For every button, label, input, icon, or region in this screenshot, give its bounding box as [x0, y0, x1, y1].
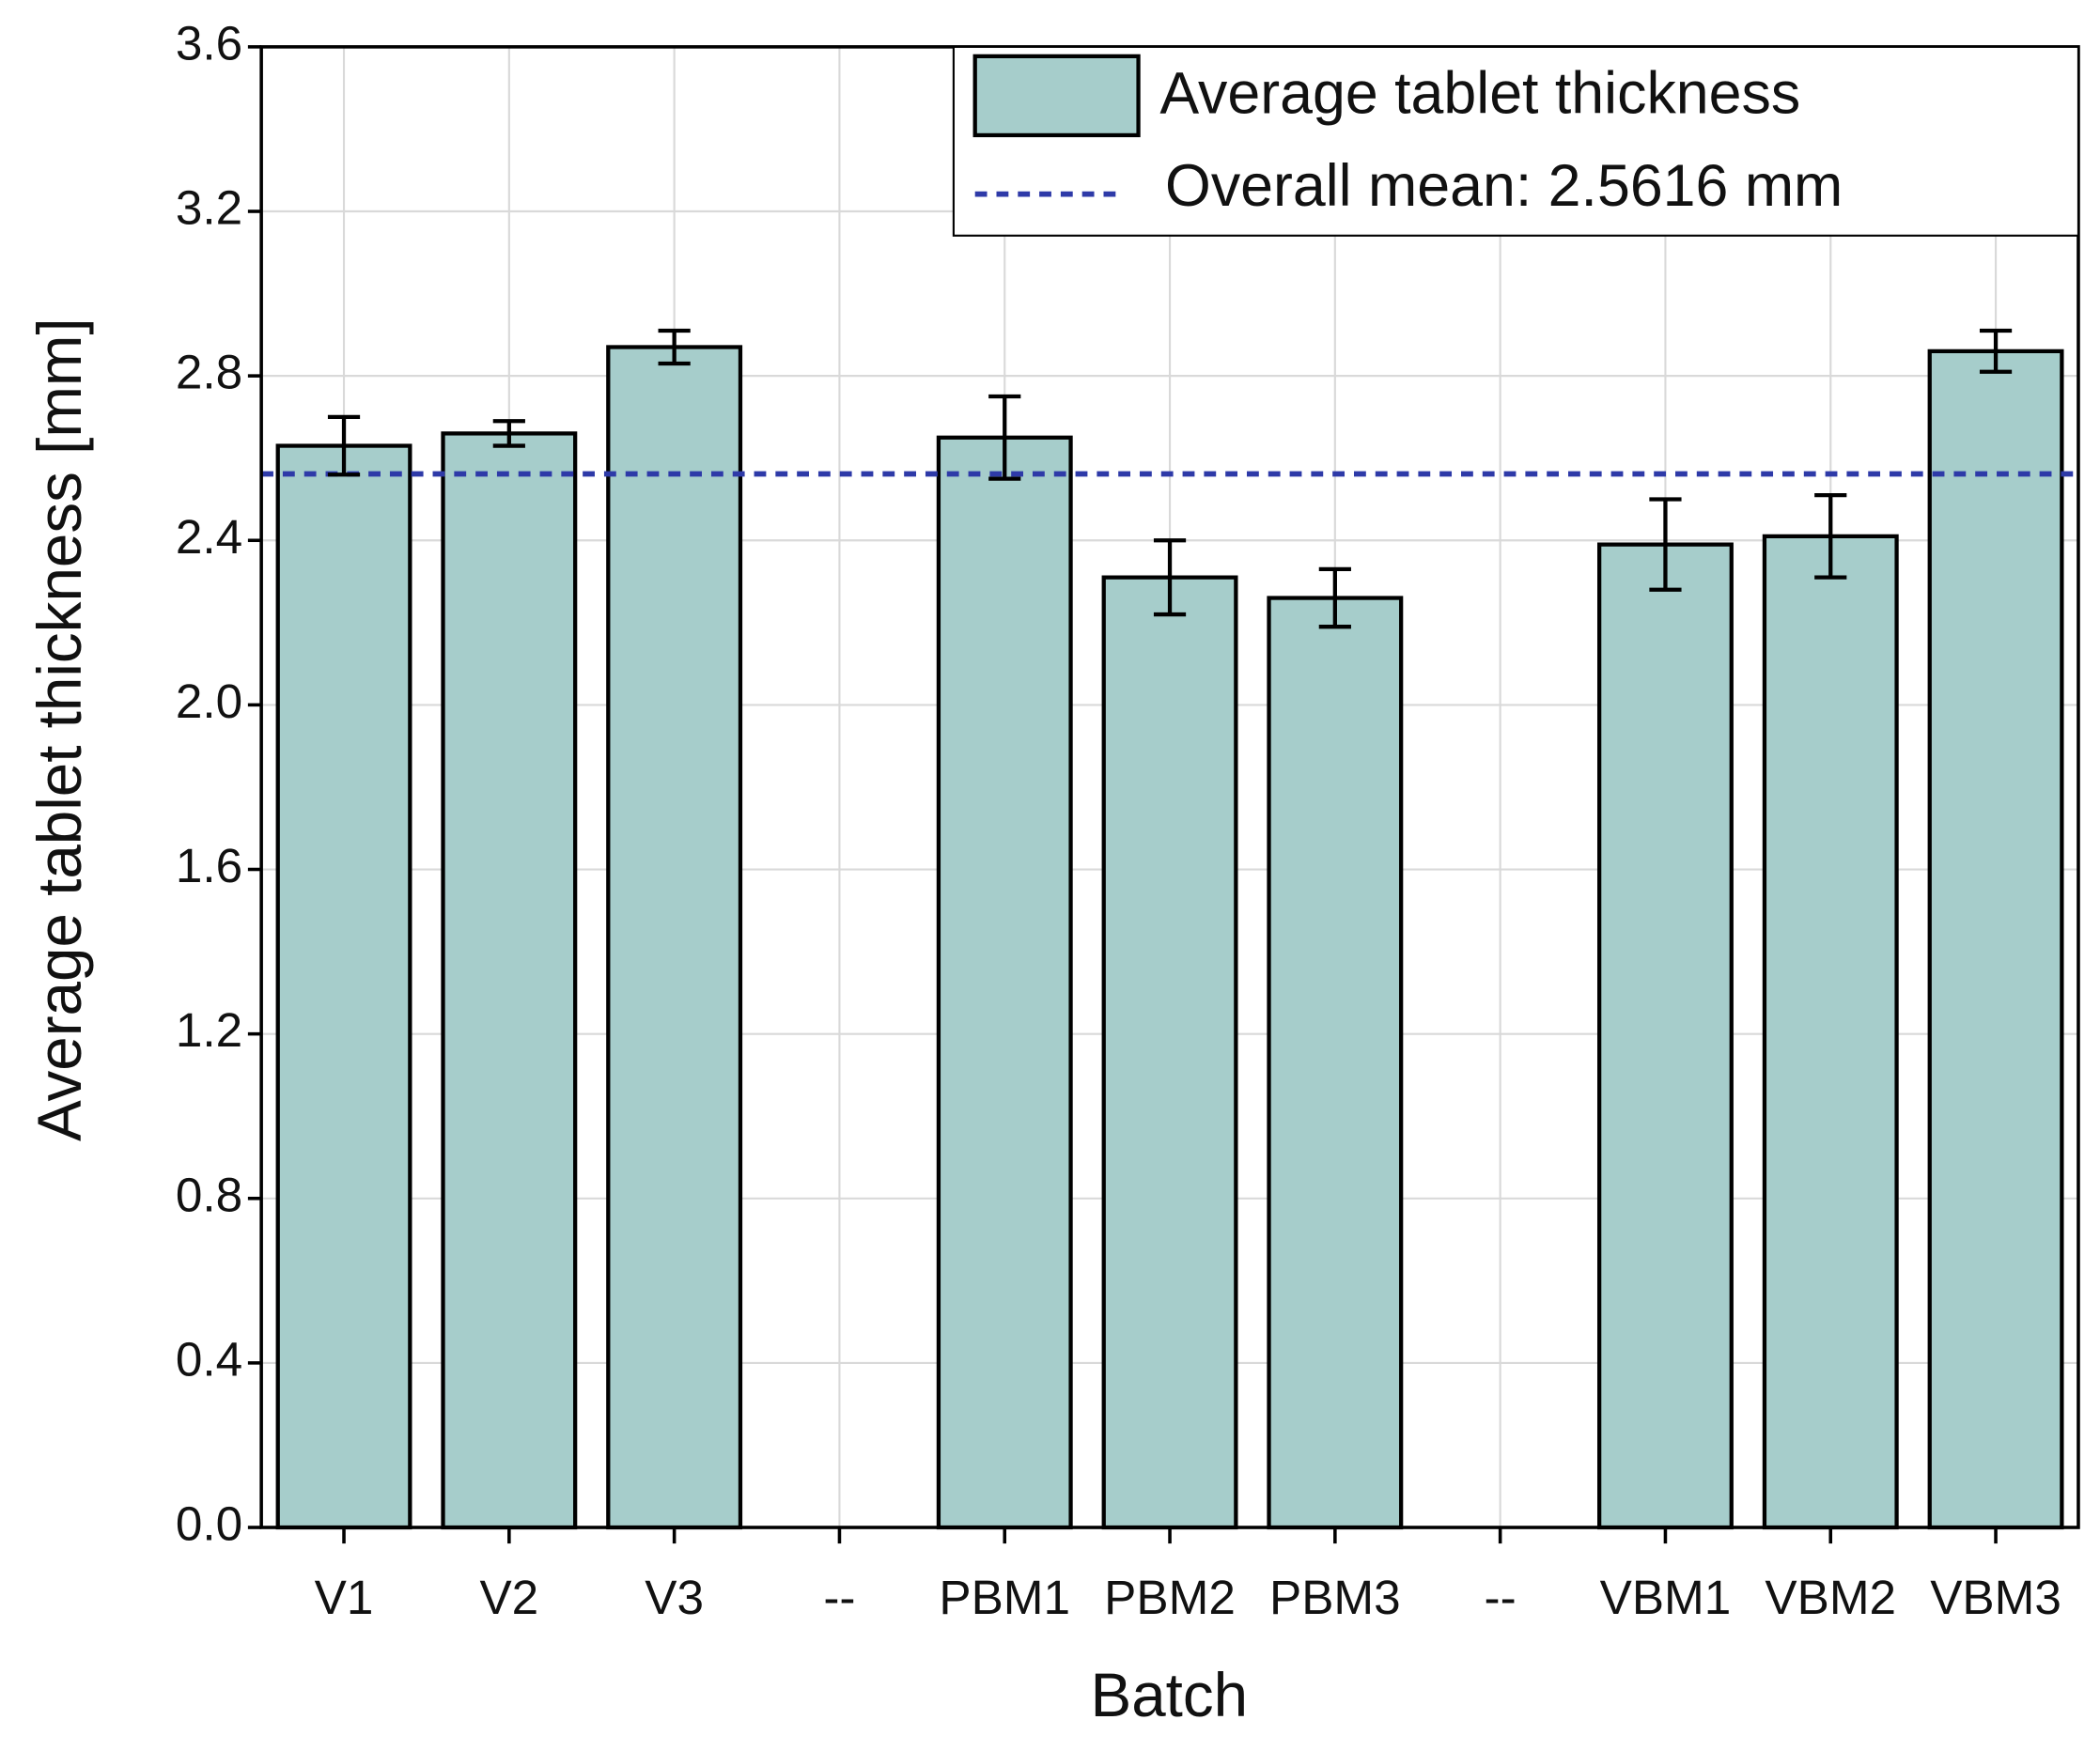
- legend-label: Overall mean: 2.5616 mm: [1165, 153, 1843, 219]
- y-tick-label: 2.0: [176, 674, 242, 728]
- x-tick-label: VBM2: [1765, 1571, 1896, 1624]
- bar: [441, 431, 578, 1530]
- legend-label: Average tablet thickness: [1159, 61, 1800, 127]
- bar: [936, 435, 1073, 1530]
- bar: [606, 345, 743, 1530]
- y-tick-label: 0.8: [176, 1168, 242, 1221]
- bar: [1267, 596, 1404, 1530]
- x-tick-label: V1: [315, 1571, 374, 1624]
- bar: [275, 443, 412, 1530]
- legend-box: [952, 45, 2080, 237]
- error-bar: [492, 419, 525, 448]
- y-tick-label: 1.6: [176, 839, 242, 892]
- x-tick-label: PBM2: [1104, 1571, 1236, 1624]
- y-tick-label: 3.2: [176, 181, 242, 235]
- error-bar: [1153, 538, 1187, 617]
- error-bar: [1318, 566, 1351, 629]
- x-tick-label: V3: [645, 1571, 704, 1624]
- y-tick-label: 2.8: [176, 346, 242, 399]
- legend-swatch: [972, 54, 1141, 138]
- x-tick-label: --: [823, 1571, 855, 1624]
- x-tick-label: VBM1: [1600, 1571, 1732, 1624]
- error-bar: [988, 394, 1021, 481]
- y-axis-label: Average tablet thickness [mm]: [25, 318, 94, 1141]
- x-tick-label: PBM1: [939, 1571, 1070, 1624]
- error-bar: [1979, 328, 2013, 374]
- y-tick-label: 3.6: [176, 16, 242, 70]
- x-tick-label: V2: [479, 1571, 538, 1624]
- bar: [1596, 542, 1734, 1530]
- y-tick-label: 0.4: [176, 1332, 242, 1386]
- x-tick-label: PBM3: [1269, 1571, 1401, 1624]
- error-bar: [1649, 497, 1682, 592]
- bar: [1101, 575, 1238, 1530]
- error-bar: [658, 328, 691, 366]
- y-tick-label: 1.2: [176, 1003, 242, 1057]
- y-tick-label: 0.0: [176, 1497, 242, 1551]
- x-axis-label: Batch: [1091, 1661, 1249, 1729]
- y-tick-label: 2.4: [176, 510, 242, 564]
- x-tick-label: --: [1485, 1571, 1517, 1624]
- bar: [1762, 534, 1899, 1530]
- bar: [1927, 349, 2064, 1530]
- x-tick-label: VBM3: [1930, 1571, 2061, 1624]
- error-bar: [327, 414, 361, 477]
- error-bar: [1814, 492, 1847, 580]
